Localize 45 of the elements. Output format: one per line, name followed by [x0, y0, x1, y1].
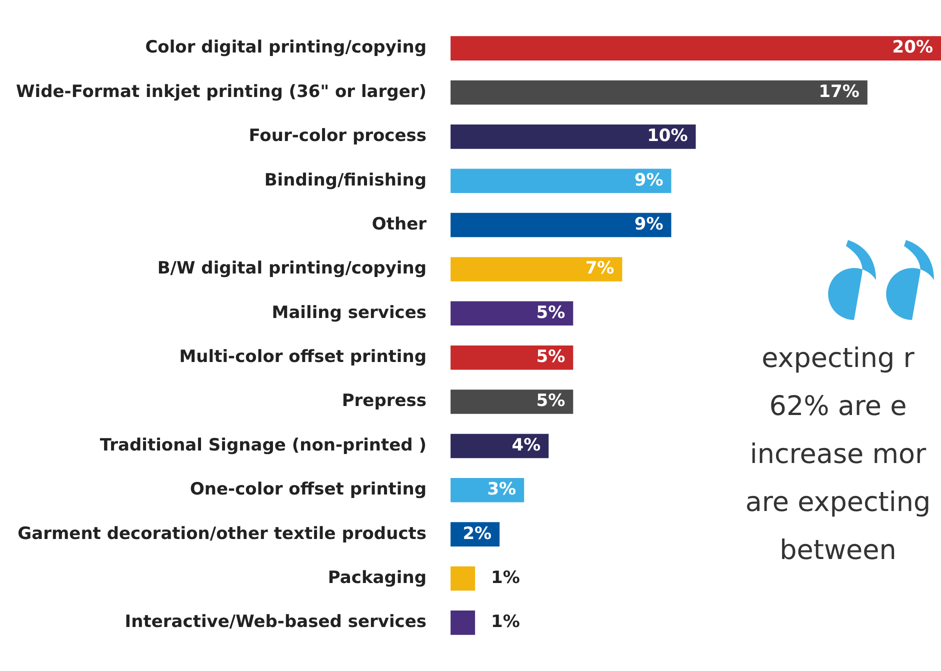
- y-tick-label: Other: [372, 214, 428, 234]
- data-label: 3%: [487, 480, 516, 500]
- y-tick-label: One-color offset printing: [190, 480, 427, 500]
- y-tick-label: Interactive/Web-based services: [124, 612, 427, 632]
- bar: [450, 345, 574, 370]
- bar: [450, 434, 549, 458]
- annotation: expecting r: [760, 342, 916, 376]
- bar: [450, 124, 696, 149]
- bar: [450, 257, 622, 282]
- data-label: 2%: [462, 524, 492, 544]
- y-tick-label: Prepress: [342, 391, 427, 412]
- data-label: 5%: [536, 347, 566, 368]
- data-label: 20%: [892, 38, 933, 58]
- data-label: 10%: [647, 126, 688, 146]
- data-label: 17%: [818, 82, 860, 102]
- data-label: 1%: [491, 568, 520, 588]
- y-tick-label: Multi-color offset printing: [179, 347, 427, 368]
- bar: [450, 80, 868, 105]
- annotation: increase mor: [748, 438, 928, 472]
- annotation: 62% are e: [768, 390, 908, 424]
- y-tick-label: Binding/finishing: [264, 170, 427, 190]
- y-tick-label: Packaging: [328, 568, 427, 588]
- data-label: 1%: [491, 612, 520, 632]
- bar: [450, 610, 476, 635]
- y-tick-label: B/W digital printing/copying: [157, 258, 427, 279]
- y-tick-label: Garment decoration/other textile products: [18, 524, 427, 544]
- bar: [450, 390, 574, 414]
- data-label: 5%: [536, 302, 566, 323]
- data-label: 7%: [585, 258, 614, 279]
- data-label: 9%: [634, 170, 664, 190]
- data-label: 9%: [634, 214, 664, 234]
- y-tick-label: Wide-Format inkjet printing (36" or larger): [16, 82, 427, 102]
- bar: [450, 301, 574, 326]
- y-tick-label: Color digital printing/copying: [145, 38, 427, 58]
- y-tick-label: Mailing services: [272, 302, 427, 323]
- bar: [450, 566, 476, 591]
- bar: [450, 212, 672, 238]
- annotation: are expecting: [744, 486, 932, 520]
- data-label: 4%: [512, 435, 541, 456]
- bar: [450, 36, 941, 60]
- y-tick-label: Traditional Signage (non-printed ): [100, 435, 427, 456]
- data-label: 5%: [536, 391, 566, 412]
- y-tick-label: Four-color process: [248, 126, 427, 146]
- annotation: between: [778, 534, 898, 568]
- bar: [450, 168, 672, 193]
